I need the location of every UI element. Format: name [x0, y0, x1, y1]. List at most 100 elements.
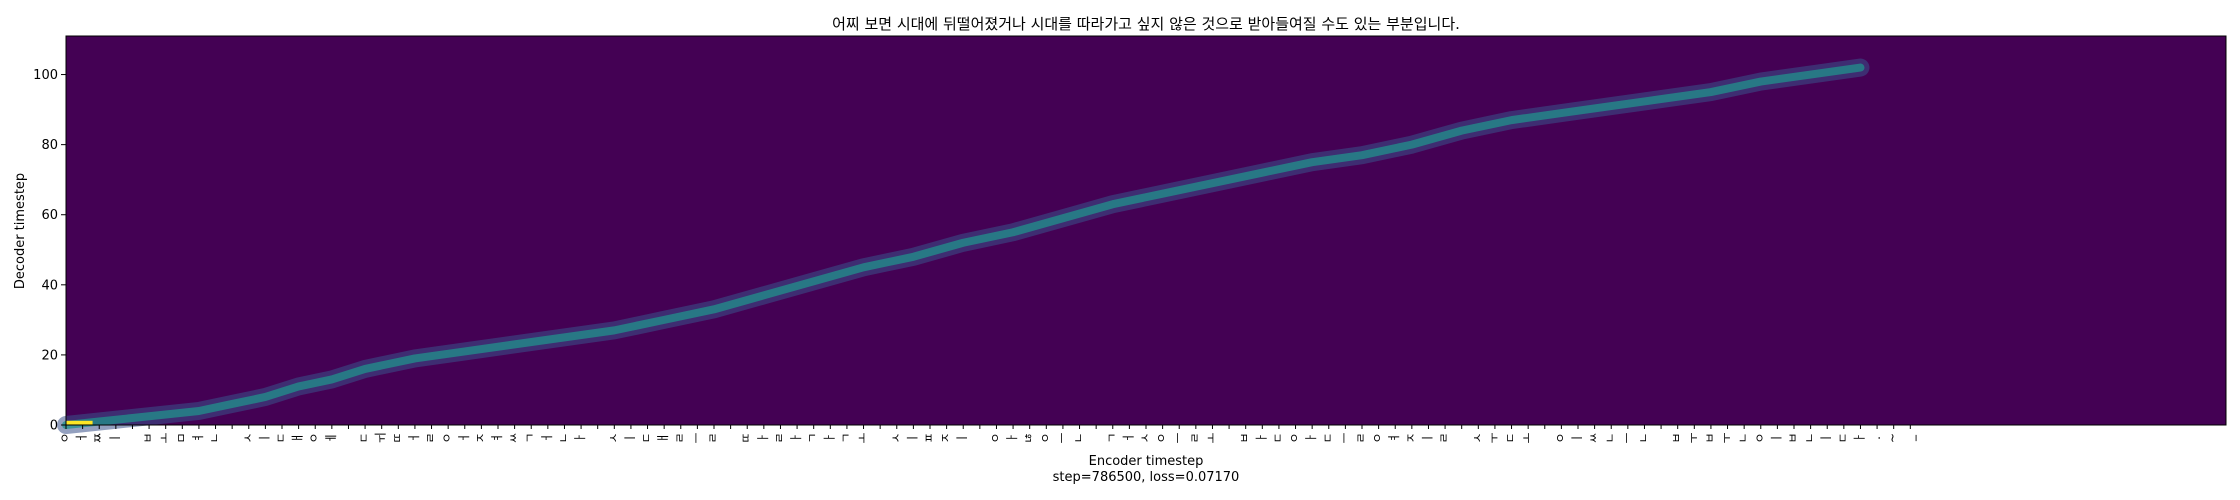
- x-tick-label: ㅣ: [108, 432, 122, 443]
- x-tick-label: ㅡ: [689, 432, 703, 443]
- x-tick-label: ㅕ: [490, 432, 504, 443]
- x-tick-label: ㅂ: [1670, 432, 1684, 443]
- x-tick-label: ㅍ: [922, 432, 936, 443]
- y-axis-ticks: 0 20 40 60 80 100: [33, 68, 66, 434]
- heatmap-plot-area: [57, 35, 2227, 434]
- x-tick-label: .: [1869, 436, 1883, 440]
- x-tick-label: ㅏ: [822, 432, 836, 443]
- x-tick-label: ㄷ: [1321, 432, 1335, 443]
- x-tick-label: ㅏ: [789, 432, 803, 443]
- y-tick-label: 40: [41, 278, 58, 293]
- x-tick-label: ㅇ: [440, 432, 454, 443]
- x-tick-label: ㅅ: [1138, 432, 1152, 443]
- x-tick-label: ㅇ: [1553, 432, 1567, 443]
- x-tick-label: ㅇ: [988, 432, 1002, 443]
- x-tick-label: ㅕ: [1387, 432, 1401, 443]
- x-tick-label: ㅇ: [58, 432, 72, 443]
- x-tick-label: ㄸ: [390, 432, 404, 443]
- chart-title: 어찌 보면 시대에 뒤떨어졌거나 시대를 따라가고 싶지 않은 것으로 받아들여…: [832, 15, 1460, 33]
- x-tick-label: ㅡ: [1171, 432, 1185, 443]
- x-tick-label: ㅔ: [324, 432, 338, 443]
- x-tick-label: ㅇ: [1371, 432, 1385, 443]
- y-tick-label: 100: [33, 68, 58, 83]
- x-tick-label: ㅅ: [1470, 432, 1484, 443]
- x-tick-label: ㅣ: [1570, 432, 1584, 443]
- x-tick-label: ㅡ: [1337, 432, 1351, 443]
- x-tick-label: ㅜ: [1487, 432, 1501, 443]
- x-tick-label: ㅅ: [889, 432, 903, 443]
- x-tick-label: ㅣ: [905, 432, 919, 443]
- x-tick-label: ㄸ: [739, 432, 753, 443]
- x-tick-label: ㅂ: [1238, 432, 1252, 443]
- x-tick-label: ㄹ: [1437, 432, 1451, 443]
- x-tick-label: ㄴ: [1072, 432, 1086, 443]
- x-tick-label: ㅐ: [656, 432, 670, 443]
- x-tick-label: ㅗ: [856, 432, 870, 443]
- x-tick-label: ㅕ: [191, 432, 205, 443]
- x-tick-label: ㅣ: [257, 432, 271, 443]
- x-tick-label: ㅈ: [473, 432, 487, 443]
- x-tick-label: ㅏ: [1254, 432, 1268, 443]
- x-tick-label: ㄹ: [772, 432, 786, 443]
- x-tick-label: ㅣ: [1819, 432, 1833, 443]
- x-tick-label: ㄷ: [274, 432, 288, 443]
- x-tick-label: ㅣ: [623, 432, 637, 443]
- x-tick-label: ㄷ: [640, 432, 654, 443]
- x-tick-label: ㅗ: [1520, 432, 1534, 443]
- x-tick-label: ㅏ: [1005, 432, 1019, 443]
- x-tick-label: ㅓ: [75, 432, 89, 443]
- x-tick-label: ㅇ: [1038, 432, 1052, 443]
- x-tick-label: ㅓ: [540, 432, 554, 443]
- x-tick-label: ㅅ: [606, 432, 620, 443]
- x-tick-label: ㅇ: [1288, 432, 1302, 443]
- x-tick-label: ㅟ: [374, 432, 388, 443]
- x-tick-label: ㄱ: [1105, 432, 1119, 443]
- x-tick-label: ㅜ: [1686, 432, 1700, 443]
- x-tick-label: ㄴ: [208, 432, 222, 443]
- x-tick-label: ㅏ: [573, 432, 587, 443]
- x-tick-label: ㅜ: [1720, 432, 1734, 443]
- x-tick-label: ㄷ: [357, 432, 371, 443]
- x-tick-label: ㄷ: [1271, 432, 1285, 443]
- x-tick-label: ㅐ: [291, 432, 305, 443]
- x-tick-label: ㅏ: [1304, 432, 1318, 443]
- alignment-path: [62, 63, 1865, 429]
- x-tick-label: ㅉ: [91, 432, 105, 443]
- x-tick-label: ㅏ: [756, 432, 770, 443]
- x-tick-label: ㄶ: [1022, 432, 1036, 443]
- x-tick-label: _: [1902, 434, 1916, 442]
- x-tick-label: ㄱ: [806, 432, 820, 443]
- x-tick-label: ㅗ: [1204, 432, 1218, 443]
- step-loss-info: step=786500, loss=0.07170: [1053, 470, 1240, 485]
- x-tick-label: ㄱ: [523, 432, 537, 443]
- alignment-peak: [66, 420, 93, 425]
- x-tick-label: ㄷ: [1504, 432, 1518, 443]
- x-tick-label: ㄴ: [1803, 432, 1817, 443]
- x-tick-label: ㅈ: [1404, 432, 1418, 443]
- x-tick-label: ㅓ: [407, 432, 421, 443]
- x-tick-label: ㅣ: [1769, 432, 1783, 443]
- x-tick-label: ㅂ: [141, 432, 155, 443]
- x-tick-label: ㄱ: [839, 432, 853, 443]
- y-tick-label: 60: [41, 208, 58, 223]
- y-tick-label: 80: [41, 138, 58, 153]
- x-tick-label: ㄷ: [1836, 432, 1850, 443]
- x-tick-label: ㄴ: [1636, 432, 1650, 443]
- y-tick-label: 20: [41, 348, 58, 363]
- x-tick-label: ㄴ: [556, 432, 570, 443]
- y-tick-label: 0: [50, 419, 58, 434]
- x-tick-label: ㄹ: [1354, 432, 1368, 443]
- x-tick-label: ㅂ: [1786, 432, 1800, 443]
- x-tick-label: ㅇ: [307, 432, 321, 443]
- x-tick-label: ㅂ: [1703, 432, 1717, 443]
- x-tick-label: ㄴ: [1736, 432, 1750, 443]
- x-tick-label: ㅣ: [1420, 432, 1434, 443]
- x-tick-label: ㅇ: [1155, 432, 1169, 443]
- x-tick-label: ㅗ: [158, 432, 172, 443]
- x-tick-label: ㅆ: [507, 432, 521, 443]
- x-tick-label: ㅓ: [1121, 432, 1135, 443]
- x-tick-label: ㅏ: [1852, 432, 1866, 443]
- x-tick-label: ㄴ: [1603, 432, 1617, 443]
- x-tick-label: ㅆ: [1587, 432, 1601, 443]
- x-tick-label: ㅇ: [1753, 432, 1767, 443]
